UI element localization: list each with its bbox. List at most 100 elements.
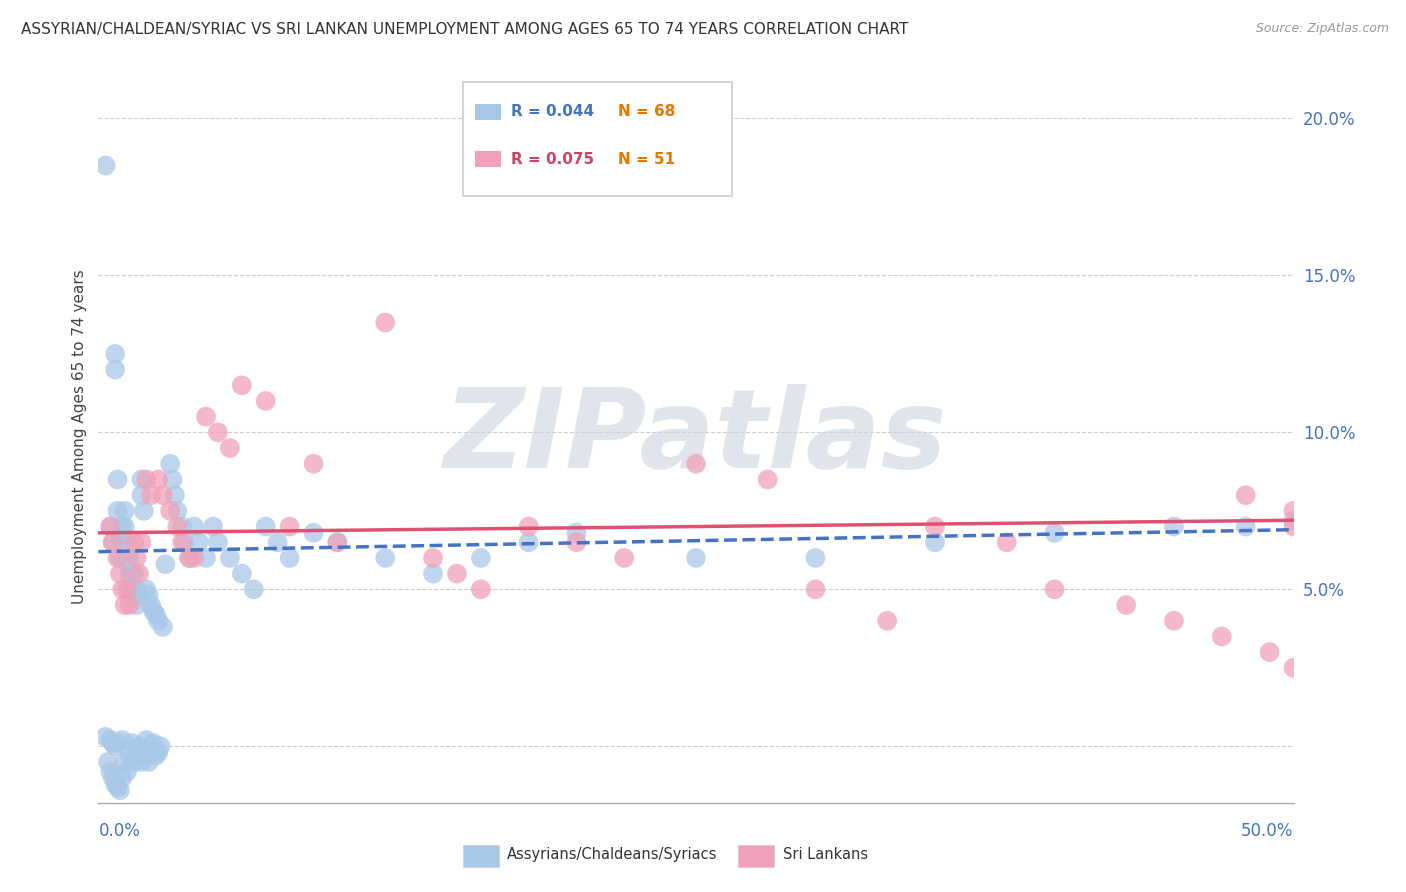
Point [1234,488,1257,502]
Point [374,316,396,330]
Point [254,394,277,409]
Point [470,550,492,565]
Point [565,535,588,549]
Point [142,736,165,750]
Point [132,504,155,518]
Point [195,409,218,424]
Point [446,566,468,581]
Point [470,582,492,597]
Point [101,535,124,549]
Point [107,504,129,518]
Point [98,733,122,747]
Point [115,764,138,779]
Point [128,739,150,754]
Text: R = 0.075: R = 0.075 [510,152,593,167]
Point [98,519,122,533]
Point [326,535,349,549]
Point [107,736,129,750]
Point [125,598,148,612]
Point [115,535,138,549]
Point [101,736,124,750]
Point [94,159,117,173]
Point [517,519,540,533]
Point [118,598,141,612]
Point [804,582,827,597]
Point [111,519,134,533]
Point [183,519,205,533]
Point [114,504,136,518]
Point [374,550,396,565]
Point [231,566,253,581]
Point [254,519,277,533]
Point [121,566,143,581]
Point [924,519,946,533]
Point [685,457,707,471]
Point [108,550,131,565]
Point [107,473,129,487]
Point [155,558,177,572]
Point [172,519,194,533]
Text: N = 68: N = 68 [619,104,676,120]
Point [97,755,120,769]
Point [183,550,205,565]
Point [1163,519,1185,533]
Point [135,582,157,597]
Point [152,488,174,502]
Point [565,525,588,540]
Point [1282,519,1305,533]
Point [138,589,160,603]
Point [138,755,160,769]
Text: R = 0.044: R = 0.044 [510,104,593,120]
Point [231,378,253,392]
Point [159,504,181,518]
Point [1234,519,1257,533]
Text: N = 51: N = 51 [619,152,675,167]
Point [114,519,136,533]
Point [243,582,266,597]
Point [131,535,153,549]
Point [202,519,225,533]
Point [145,607,167,622]
Point [422,550,444,565]
Point [517,535,540,549]
Point [104,739,127,754]
Bar [463,846,499,867]
Point [132,748,155,763]
Bar [475,103,501,120]
Point [118,748,141,763]
Point [101,535,124,549]
Point [121,582,143,597]
Point [1115,598,1137,612]
Point [124,582,146,597]
Point [302,525,325,540]
Point [995,535,1018,549]
Point [98,764,122,779]
Point [108,535,131,549]
Point [104,777,127,791]
Point [131,473,153,487]
Text: Source: ZipAtlas.com: Source: ZipAtlas.com [1256,22,1389,36]
Point [142,604,165,618]
Point [115,550,138,565]
Point [128,566,150,581]
Point [179,550,201,565]
Point [1282,513,1305,527]
Point [135,473,157,487]
Point [114,598,136,612]
Text: ASSYRIAN/CHALDEAN/SYRIAC VS SRI LANKAN UNEMPLOYMENT AMONG AGES 65 TO 74 YEARS CO: ASSYRIAN/CHALDEAN/SYRIAC VS SRI LANKAN U… [21,22,908,37]
Point [121,736,143,750]
Point [124,755,146,769]
Point [118,550,141,565]
Point [148,746,170,760]
Point [104,362,127,376]
Point [173,535,195,549]
Point [104,347,127,361]
Point [166,504,188,518]
Point [111,550,134,565]
Point [94,730,117,744]
Point [145,748,167,763]
Point [924,535,946,549]
Point [148,614,170,628]
Point [1211,629,1233,643]
Point [107,550,129,565]
